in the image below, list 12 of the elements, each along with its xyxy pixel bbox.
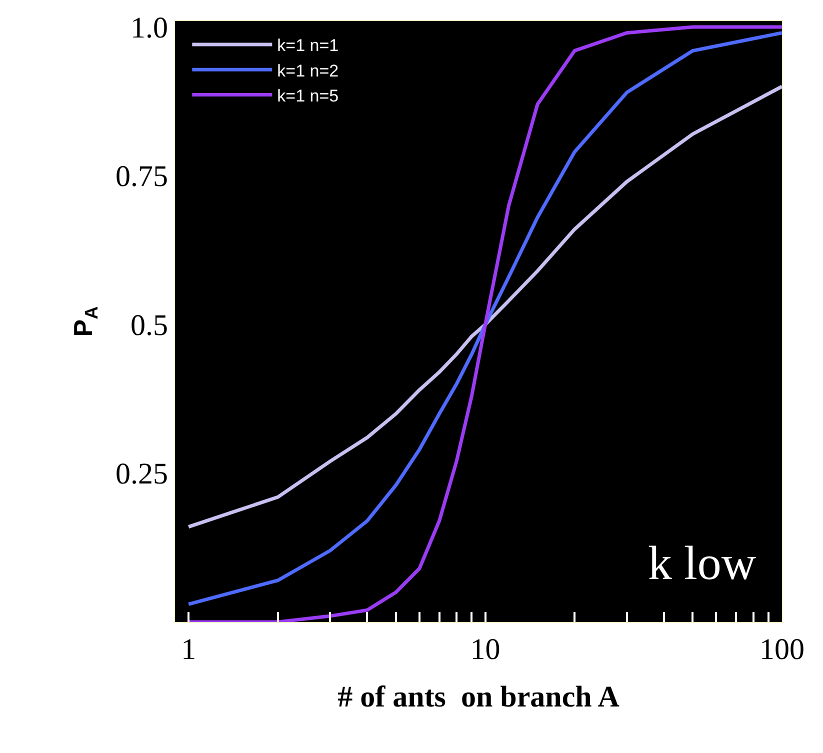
y-tick-label: 1.0	[130, 11, 168, 44]
x-tick-label: 1	[181, 633, 196, 666]
annotation: k low	[648, 537, 756, 590]
y-tick-label: 0.5	[130, 308, 168, 342]
legend-label: k=1 n=2	[277, 61, 339, 80]
legend-label: k=1 n=5	[277, 86, 339, 106]
y-tick-label: 0.25	[116, 458, 168, 491]
y-tick-label: 0.75	[116, 160, 168, 194]
x-tick-label: 10	[470, 633, 500, 666]
x-tick-label: 100	[760, 633, 804, 666]
x-axis-title: # of ants on branch A	[338, 680, 620, 714]
legend-label: k=1 n=1	[277, 36, 339, 56]
